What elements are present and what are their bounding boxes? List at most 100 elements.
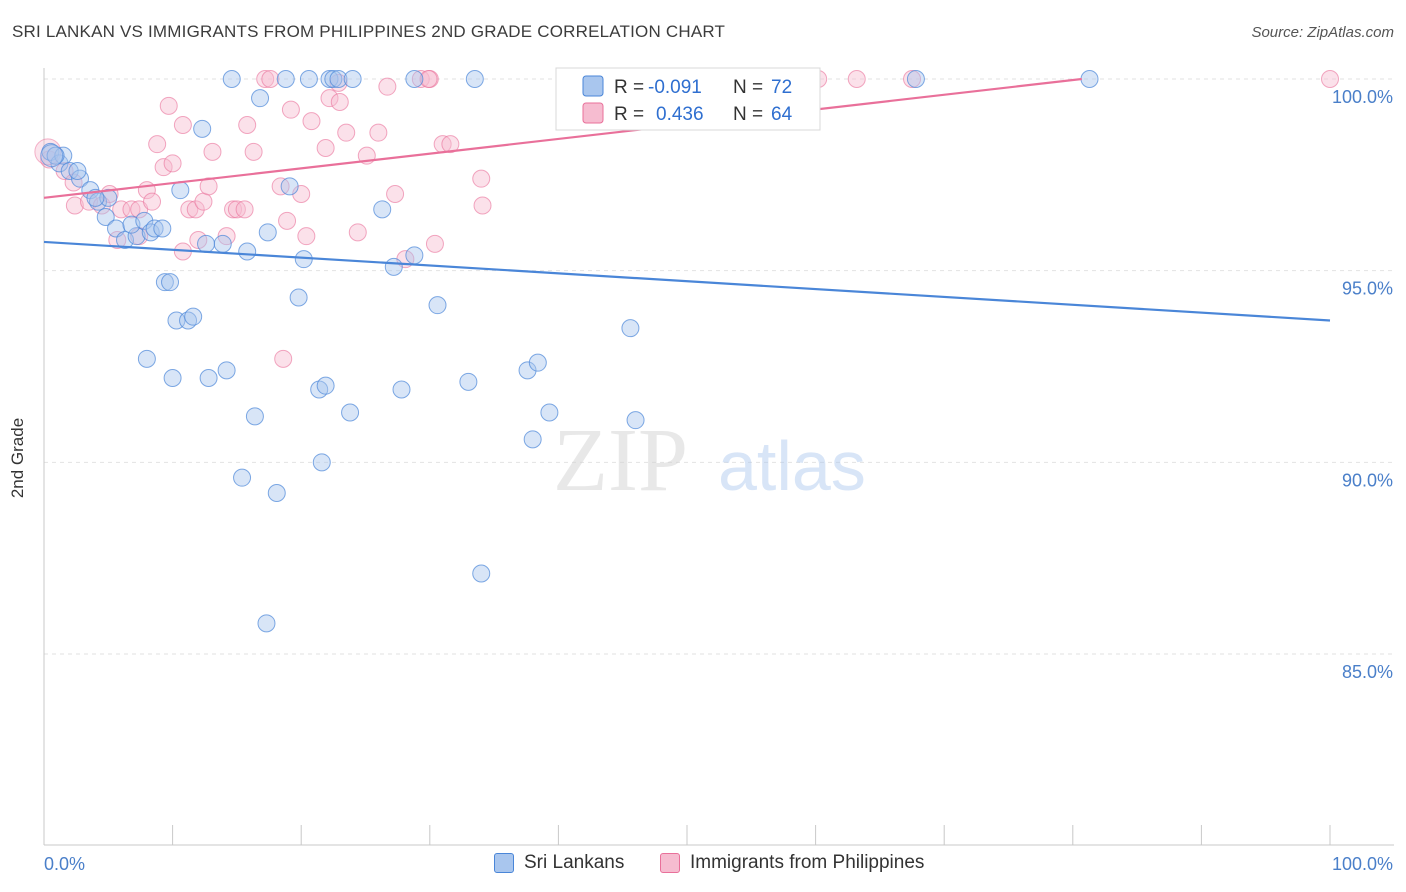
data-point-srilankans <box>155 273 174 292</box>
data-point-srilankans <box>528 353 547 372</box>
data-point-srilankans <box>238 242 257 261</box>
data-point-philippines <box>411 70 430 88</box>
data-point-srilankans <box>233 468 252 487</box>
gridlines <box>44 78 1394 655</box>
data-point-srilankans <box>906 70 925 88</box>
trend-line-srilankans <box>43 240 1331 322</box>
data-point-philippines <box>419 70 438 88</box>
data-point-philippines <box>180 200 199 219</box>
data-point-srilankans <box>428 296 447 315</box>
watermark-zip: ZIP <box>553 411 688 510</box>
data-point-srilankans <box>276 70 295 88</box>
data-point-srilankans <box>60 162 79 180</box>
data-point-srilankans <box>222 70 241 88</box>
data-point-philippines <box>203 142 222 161</box>
legend-swatch-srilankans <box>494 853 514 873</box>
data-point-philippines <box>227 200 246 219</box>
watermark: ZIP atlas <box>553 411 866 510</box>
data-point-srilankans <box>465 70 484 88</box>
data-point-srilankans <box>217 361 236 380</box>
data-point-philippines <box>154 158 173 177</box>
data-point-philippines <box>348 223 367 242</box>
y-tick-label: 95.0% <box>1342 279 1393 299</box>
trend-line-philippines <box>43 77 1082 199</box>
data-point-srilankans <box>137 349 156 368</box>
data-point-philippines <box>271 177 290 196</box>
data-point-philippines <box>244 142 263 161</box>
legend-r-label-1: R = <box>614 77 644 98</box>
data-point-srilankans <box>40 144 64 168</box>
data-point-srilankans <box>86 188 105 207</box>
legend-n-value-1: 72 <box>771 77 792 98</box>
legend-box: R = -0.091 N = 72 R = 0.436 N = 64 <box>555 67 821 131</box>
data-point-srilankans <box>245 407 264 426</box>
data-point-philippines <box>112 200 131 219</box>
data-point-srilankans <box>459 372 478 391</box>
legend-label-srilankans: Sri Lankans <box>524 852 625 873</box>
data-point-philippines <box>163 154 182 173</box>
data-point-srilankans <box>312 453 331 472</box>
legend-swatch-philippines <box>660 853 680 873</box>
data-point-srilankans <box>523 430 542 449</box>
data-point-philippines <box>235 200 254 219</box>
data-point-srilankans <box>343 70 362 88</box>
data-point-srilankans <box>316 376 335 395</box>
data-point-srilankans <box>621 319 640 338</box>
data-point-srilankans <box>116 231 135 249</box>
data-point-srilankans <box>163 369 182 387</box>
data-point-srilankans <box>341 403 360 422</box>
data-point-srilankans <box>320 70 339 88</box>
series-srilankans-points <box>40 70 1099 633</box>
legend-r-value-2: 0.436 <box>656 104 704 125</box>
data-point-srilankans <box>46 146 65 165</box>
data-point-philippines <box>425 234 444 253</box>
legend-swatch-blue <box>582 75 604 97</box>
data-point-philippines <box>199 177 218 196</box>
trend-lines <box>43 77 1331 322</box>
data-point-philippines <box>302 112 321 131</box>
data-point-philippines <box>173 116 192 134</box>
data-point-srilankans <box>199 369 218 387</box>
data-point-srilankans <box>1080 70 1099 88</box>
x-tick-label-max: 100.0% <box>1332 854 1393 874</box>
data-point-philippines <box>159 96 178 115</box>
data-point-srilankans <box>99 188 118 207</box>
chart-title: SRI LANKAN VS IMMIGRANTS FROM PHILIPPINE… <box>12 22 726 41</box>
data-point-srilankans <box>392 380 411 399</box>
data-point-philippines <box>441 135 460 154</box>
data-point-philippines <box>256 70 275 88</box>
y-tick-label: 100.0% <box>1332 87 1393 107</box>
data-point-srilankans <box>472 564 491 583</box>
data-point-srilankans <box>626 411 645 430</box>
data-point-philippines <box>186 200 205 219</box>
data-point-philippines <box>1321 70 1339 88</box>
tick-labels: 100.0% 95.0% 90.0% 85.0% 0.0% 100.0% <box>44 87 1393 874</box>
legend-n-label-1: N = <box>733 77 763 98</box>
data-point-philippines <box>122 200 141 219</box>
legend-n-label-2: N = <box>733 104 763 125</box>
data-point-philippines <box>274 349 293 368</box>
legend-item-srilankans: Sri Lankans <box>494 852 624 874</box>
data-point-srilankans <box>384 257 403 276</box>
data-point-srilankans <box>197 234 216 253</box>
data-point-srilankans <box>258 223 277 242</box>
data-point-philippines <box>369 123 388 142</box>
series-philippines-points <box>34 70 1339 368</box>
data-point-philippines <box>297 227 316 246</box>
legend-label-philippines: Immigrants from Philippines <box>690 852 925 873</box>
data-point-srilankans <box>96 208 115 226</box>
data-point-srilankans <box>405 246 424 265</box>
data-point-srilankans <box>184 307 203 326</box>
data-point-srilankans <box>145 219 164 238</box>
y-tick-label: 90.0% <box>1342 470 1393 490</box>
data-point-srilankans <box>193 119 212 138</box>
data-point-srilankans <box>329 70 348 88</box>
data-point-srilankans <box>405 70 424 88</box>
legend-r-label-2: R = <box>614 104 644 125</box>
data-point-srilankans <box>135 211 154 230</box>
data-point-srilankans <box>127 227 146 246</box>
data-point-srilankans <box>289 288 308 307</box>
legend-n-value-2: 64 <box>771 104 793 125</box>
y-tick-label: 85.0% <box>1342 662 1393 682</box>
